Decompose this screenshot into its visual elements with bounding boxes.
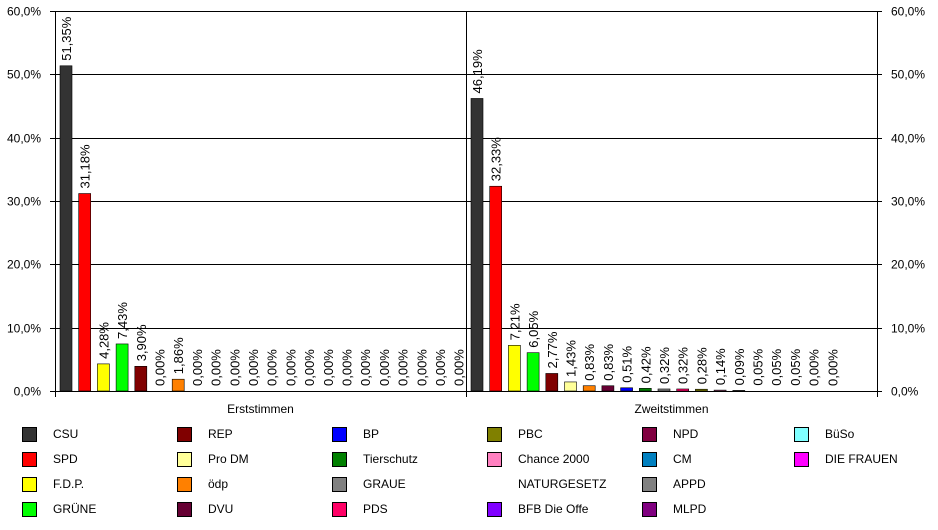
data-label: 0,00% xyxy=(321,349,336,386)
data-label: 0,00% xyxy=(358,349,373,386)
bar-BP xyxy=(620,387,633,392)
bar-NATURGESETZ xyxy=(732,390,746,392)
data-label: 51,35% xyxy=(59,16,74,61)
data-label: 0,05% xyxy=(751,348,766,385)
data-label: 0,14% xyxy=(713,348,728,385)
y-tick-label-left: 60,0% xyxy=(7,5,41,19)
bar-PDS xyxy=(676,388,690,392)
data-label: 0,83% xyxy=(582,343,597,380)
y-tick-label-right: 60,0% xyxy=(891,5,925,19)
data-label: 7,43% xyxy=(115,302,130,339)
y-tick-label-left: 20,0% xyxy=(7,258,41,272)
y-tick-label-left: 40,0% xyxy=(7,132,41,146)
data-label: 0,00% xyxy=(246,349,261,386)
data-label: 0,28% xyxy=(694,347,709,384)
y-tick-label-right: 30,0% xyxy=(891,195,925,209)
data-label: 0,00% xyxy=(433,349,448,386)
bar-Pro DM xyxy=(564,381,577,392)
y-tick-label-left: 30,0% xyxy=(7,195,41,209)
bar-SPD xyxy=(78,193,91,392)
y-tick-label-left: 10,0% xyxy=(7,322,41,336)
data-label: 7,21% xyxy=(507,303,522,340)
data-label: 0,05% xyxy=(769,348,784,385)
data-label: 1,43% xyxy=(564,340,579,377)
bar-F.D.P. xyxy=(508,345,521,392)
data-label: 0,00% xyxy=(302,349,317,386)
bar-ödp xyxy=(171,378,185,392)
data-label: 0,00% xyxy=(153,349,168,386)
data-label: 0,05% xyxy=(788,348,803,385)
bar-DVU xyxy=(601,385,615,392)
data-label: 0,00% xyxy=(807,349,822,386)
bar-Tierschutz xyxy=(638,388,652,392)
data-label: 0,83% xyxy=(601,343,616,380)
data-label: 3,90% xyxy=(134,324,149,361)
data-label: 0,00% xyxy=(209,349,224,386)
bar-PBC xyxy=(695,388,708,392)
data-label: 2,77% xyxy=(545,331,560,368)
y-tick-label-right: 10,0% xyxy=(891,322,925,336)
data-label: 0,09% xyxy=(732,348,747,385)
data-label: 0,00% xyxy=(825,349,840,386)
y-tick-label-right: 20,0% xyxy=(891,258,925,272)
bar-Chance 2000 xyxy=(713,389,727,392)
data-label: 46,19% xyxy=(470,49,485,94)
bar-CSU xyxy=(59,65,73,392)
data-label: 0,00% xyxy=(377,349,392,386)
bar-CSU xyxy=(470,98,484,392)
data-label: 0,00% xyxy=(396,349,411,386)
data-label: 0,00% xyxy=(227,349,242,386)
data-label: 0,00% xyxy=(414,349,429,386)
y-tick-label-left: 50,0% xyxy=(7,68,41,82)
data-label: 0,00% xyxy=(190,349,205,386)
y-tick-label-left: 0,0% xyxy=(14,385,42,399)
bar-ödp xyxy=(582,385,596,392)
bar-GRÜNE xyxy=(526,352,540,392)
y-tick-label-right: 50,0% xyxy=(891,68,925,82)
data-label: 0,00% xyxy=(283,349,298,386)
data-label: 0,00% xyxy=(265,349,280,386)
bar-REP xyxy=(134,365,148,392)
data-label: 4,28% xyxy=(96,322,111,359)
data-label: 32,33% xyxy=(489,137,504,182)
y-tick-label-right: 0,0% xyxy=(891,385,919,399)
data-label: 0,42% xyxy=(638,346,653,383)
data-label: 0,32% xyxy=(657,347,672,384)
data-label: 1,86% xyxy=(171,337,186,374)
data-label: 0,00% xyxy=(452,349,467,386)
bar-GRAUE xyxy=(657,388,671,392)
bar-SPD xyxy=(489,185,503,392)
bar-GRÜNE xyxy=(115,343,129,392)
data-label: 31,18% xyxy=(78,144,93,189)
bar-REP xyxy=(545,373,559,392)
x-category-label: Zweitstimmen xyxy=(634,402,708,416)
data-label: 6,05% xyxy=(526,310,541,347)
x-category-label: Erststimmen xyxy=(227,402,294,416)
data-label: 0,00% xyxy=(340,349,355,386)
bar-F.D.P. xyxy=(97,363,110,392)
y-tick-label-right: 40,0% xyxy=(891,132,925,146)
data-label: 0,51% xyxy=(620,345,635,382)
data-label: 0,32% xyxy=(676,347,691,384)
